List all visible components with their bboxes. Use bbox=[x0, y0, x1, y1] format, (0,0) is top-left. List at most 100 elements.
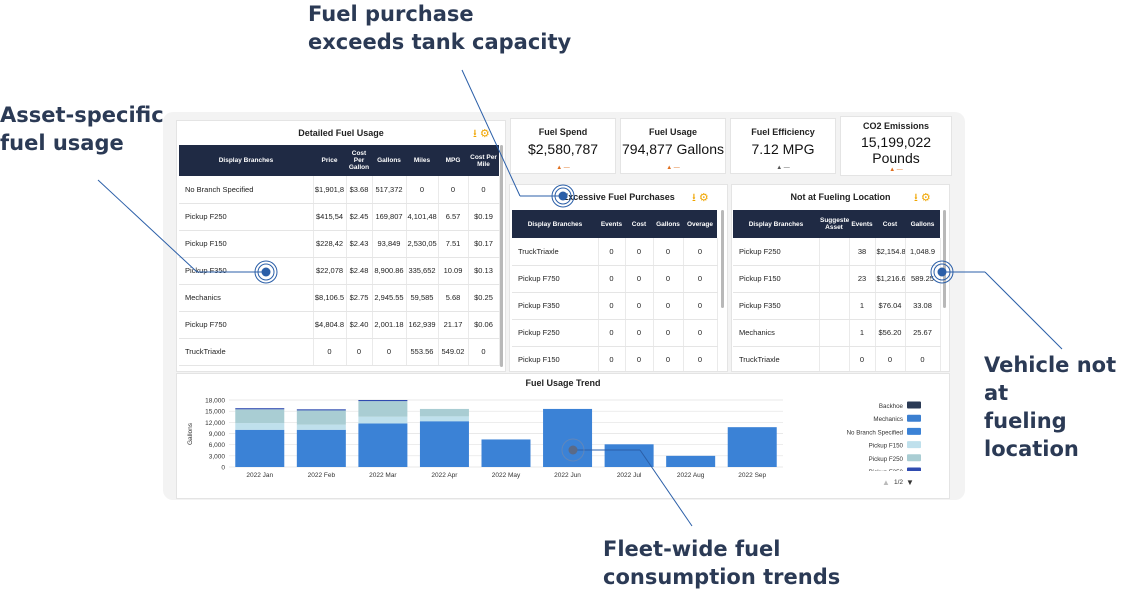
table-cell: 0 bbox=[849, 346, 876, 371]
column-header[interactable]: Cost Per Mile bbox=[468, 145, 499, 176]
download-icon[interactable]: ⭳ bbox=[473, 128, 477, 140]
table-row[interactable]: TruckTriaxle 0 0 0 553.56 549.02 0 bbox=[179, 338, 500, 366]
excessive-fuel-purchases-panel: Excessive Fuel Purchases ⭳ ⚙ Display Bra… bbox=[509, 184, 728, 372]
legend-pager: 1/2 bbox=[894, 479, 903, 486]
table-cell: $8,106.5 bbox=[313, 284, 347, 312]
table-cell: 549.02 bbox=[438, 338, 469, 366]
column-header[interactable]: Gallons bbox=[653, 210, 683, 238]
table-row[interactable]: TruckTriaxle 0 0 0 0 bbox=[512, 238, 718, 266]
table-cell: Mechanics bbox=[179, 284, 314, 312]
table-cell: 10.09 bbox=[438, 257, 469, 285]
table-cell: 553.56 bbox=[406, 338, 439, 366]
column-header[interactable]: Cost bbox=[625, 210, 653, 238]
table-row[interactable]: Pickup F250 $415,54 $2.45 169,807 4,101,48 6.… bbox=[179, 203, 500, 231]
column-header[interactable]: Events bbox=[598, 210, 625, 238]
column-header[interactable]: Display Branches bbox=[179, 145, 313, 176]
column-header[interactable]: Gallons bbox=[372, 145, 406, 176]
table-cell: 0 bbox=[598, 319, 626, 347]
gear-icon[interactable]: ⚙ bbox=[698, 192, 709, 204]
table-cell bbox=[819, 238, 850, 266]
kpi-co2-emissions: CO2 Emissions 15,199,022 Pounds ▲ — bbox=[840, 116, 952, 176]
table-row[interactable]: Pickup F150 $228,42 $2.43 93,849 2,530,05 7.5… bbox=[179, 230, 500, 258]
table-cell: 0 bbox=[683, 346, 718, 371]
table-cell: 8,900.86 bbox=[372, 257, 407, 285]
table-cell: $2.40 bbox=[346, 311, 373, 339]
x-tick-label: 2022 Jun bbox=[554, 472, 581, 479]
table-scrollbar[interactable] bbox=[500, 145, 503, 367]
column-header[interactable]: Events bbox=[849, 210, 875, 238]
table-cell: 1 bbox=[849, 319, 876, 347]
table-row[interactable]: Pickup F350 0 0 0 0 bbox=[512, 292, 718, 320]
y-tick-label: 15,000 bbox=[205, 409, 225, 416]
table-row[interactable]: Pickup F350 $22,078 $2.48 8,900.86 335,652 10… bbox=[179, 257, 500, 285]
table-cell: Pickup F250 bbox=[179, 203, 314, 231]
table-row[interactable]: Pickup F250 38 $2,154.8 1,048.9 bbox=[733, 238, 941, 266]
callout-line: exceeds tank capacity bbox=[308, 30, 572, 54]
table-cell: Pickup F750 bbox=[512, 265, 599, 293]
table-row[interactable]: TruckTriaxle 0 0 0 bbox=[733, 346, 941, 371]
column-header[interactable]: Miles bbox=[406, 145, 438, 176]
table-cell: 5.68 bbox=[438, 284, 469, 312]
x-tick-label: 2022 Aug bbox=[677, 472, 705, 479]
column-header[interactable]: Cost Per Gallon bbox=[346, 145, 372, 176]
bar-segment bbox=[358, 400, 408, 402]
column-header[interactable]: Gallons bbox=[905, 210, 940, 238]
table-cell: 0 bbox=[653, 238, 684, 266]
table-cell: $415,54 bbox=[313, 203, 347, 231]
table-cell: 23 bbox=[849, 265, 876, 293]
table-row[interactable]: Mechanics $8,106.5 $2.75 2,945.55 59,585 5.68… bbox=[179, 284, 500, 312]
table-cell: No Branch Specified bbox=[179, 176, 314, 204]
gear-icon[interactable]: ⚙ bbox=[479, 128, 490, 140]
column-header[interactable]: Price bbox=[313, 145, 346, 176]
bar-segment bbox=[358, 416, 408, 424]
callout-line: fuel usage bbox=[0, 131, 124, 155]
legend-swatch bbox=[907, 414, 921, 422]
download-icon[interactable]: ⭳ bbox=[914, 192, 918, 204]
legend-label: Pickup F250 bbox=[869, 456, 904, 463]
table-cell: 0 bbox=[683, 238, 718, 266]
chart-title: Fuel Usage Trend bbox=[525, 378, 600, 388]
table-cell: 0 bbox=[625, 346, 654, 371]
table-cell: Pickup F150 bbox=[179, 230, 314, 258]
download-icon[interactable]: ⭳ bbox=[692, 192, 696, 204]
column-header[interactable]: Suggested Asset bbox=[819, 210, 849, 238]
legend-next-icon[interactable]: ▼ bbox=[906, 478, 914, 487]
table-cell: $22,078 bbox=[313, 257, 347, 285]
table-scrollbar[interactable] bbox=[721, 210, 724, 308]
table-cell: 0 bbox=[598, 292, 626, 320]
table-cell bbox=[819, 265, 850, 293]
table-cell: 0 bbox=[653, 346, 684, 371]
table-cell: $1,216.6 bbox=[875, 265, 906, 293]
table-scrollbar[interactable] bbox=[943, 210, 946, 308]
table-cell: 0 bbox=[438, 176, 469, 204]
table-cell: $0.19 bbox=[468, 203, 500, 231]
column-header[interactable]: Overage bbox=[683, 210, 717, 238]
column-header[interactable]: MPG bbox=[438, 145, 468, 176]
table-cell: Pickup F250 bbox=[733, 238, 820, 266]
table-cell: TruckTriaxle bbox=[512, 238, 599, 266]
callout-line: Asset-specific bbox=[0, 103, 164, 127]
callout-line: consumption trends bbox=[603, 565, 841, 589]
table-cell: Pickup F150 bbox=[733, 265, 820, 293]
table-row[interactable]: Pickup F350 1 $76.04 33.08 bbox=[733, 292, 941, 320]
bar-segment bbox=[296, 410, 346, 425]
table-row[interactable]: No Branch Specified $1,901,8 $3.68 517,372 0… bbox=[179, 176, 500, 204]
gear-icon[interactable]: ⚙ bbox=[920, 192, 931, 204]
kpi-value: 794,877 Gallons bbox=[622, 141, 724, 157]
callout-line: Fleet-wide fuel bbox=[603, 537, 781, 561]
column-header[interactable]: Cost bbox=[875, 210, 905, 238]
trend-indicator-icon: ▲ — bbox=[666, 165, 680, 171]
table-row[interactable]: Pickup F750 $4,804.8 $2.40 2,001.18 162,939 2… bbox=[179, 311, 500, 339]
not-at-fueling-location-panel: Not at Fueling Location ⭳ ⚙ Display Bran… bbox=[731, 184, 950, 372]
table-row[interactable]: Pickup F750 0 0 0 0 bbox=[512, 265, 718, 293]
kpi-value: 15,199,022 Pounds bbox=[860, 134, 932, 166]
table-row[interactable]: Pickup F150 23 $1,216.6 589.25 bbox=[733, 265, 941, 293]
table-row[interactable]: Mechanics 1 $56.20 25.67 bbox=[733, 319, 941, 347]
bar-segment bbox=[235, 408, 285, 410]
table-cell: 33.08 bbox=[905, 292, 941, 320]
table-row[interactable]: Pickup F150 0 0 0 0 bbox=[512, 346, 718, 371]
x-tick-label: 2022 Jan bbox=[246, 472, 273, 479]
column-header[interactable]: Display Branches bbox=[733, 210, 819, 238]
table-row[interactable]: Pickup F250 0 0 0 0 bbox=[512, 319, 718, 347]
column-header[interactable]: Display Branches bbox=[512, 210, 598, 238]
